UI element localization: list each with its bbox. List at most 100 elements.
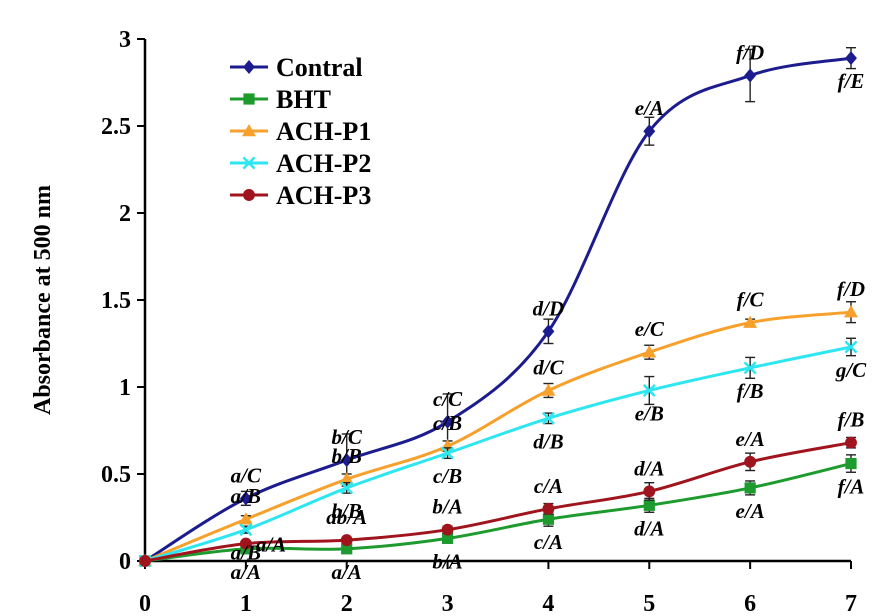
significance-letter: c/B [433, 411, 462, 435]
significance-letter: b/A [432, 495, 462, 519]
y-tick-label: 0.5 [101, 462, 131, 488]
x-marker-stroke [340, 481, 354, 495]
x-marker-stroke [541, 411, 555, 425]
significance-letter: a/B [231, 541, 261, 565]
series-ach-p1-point [642, 345, 657, 358]
x-marker-stroke [242, 156, 256, 170]
legend-label: ACH-P1 [276, 117, 371, 146]
significance-letter: f/B [838, 408, 865, 432]
y-tick-label: 1.5 [101, 288, 131, 314]
significance-letter: a/C [231, 463, 262, 487]
series-ach-p3-point [542, 502, 555, 515]
legend: Contral BHT ACH-P1 ACH-P2 ACH-P3 [230, 53, 371, 210]
series-contral-point [542, 324, 555, 339]
series-ach-p2 [138, 337, 858, 568]
x-marker-stroke [844, 340, 858, 354]
x-tick-label: 6 [744, 591, 756, 616]
series-ach-p1-point [541, 383, 556, 396]
x-marker-stroke [642, 383, 656, 397]
legend-label: Contral [276, 53, 363, 82]
significance-letter: d/D [533, 296, 565, 320]
series-ach-p1-point [844, 305, 858, 318]
significance-letter: b/C [332, 425, 363, 449]
significance-letter: c/C [433, 387, 463, 411]
significance-letter: f/E [838, 69, 865, 93]
significance-letter: c/A [534, 474, 563, 498]
series-ach-p1-line [144, 310, 852, 563]
series-ach-p2-point [239, 523, 253, 537]
significance-letter: e/A [736, 499, 765, 523]
legend-marker [243, 93, 255, 105]
x-tick-label: 3 [442, 591, 454, 616]
series-ach-p2-point [642, 383, 656, 397]
significance-letter: a/A [231, 560, 261, 584]
series-bht-point [542, 513, 555, 525]
series-ach-p3-point [744, 455, 757, 468]
series-contral-point [441, 414, 454, 429]
x-tick-label: 1 [240, 591, 252, 616]
y-tick-label: 3 [119, 27, 131, 53]
series-ach-p3-point [139, 555, 151, 567]
significance-letter: c/B [433, 464, 462, 488]
significance-letter: f/B [737, 379, 764, 403]
x-marker-stroke [743, 361, 757, 375]
legend-item-ach-p2: ACH-P2 [230, 149, 371, 178]
significance-letter: c/A [534, 530, 563, 554]
significance-letter: f/A [838, 475, 865, 499]
legend-marker [243, 189, 255, 201]
series-contral-point [239, 491, 252, 506]
significance-letter: e/C [635, 317, 665, 341]
annotation-layer: a/Ca/Ba/Ba/Aa/Ab/Cb/Bb/Bab/Aa/Ac/Cc/Bc/B… [231, 41, 867, 584]
significance-letter: f/C [737, 288, 765, 312]
significance-letter: d/A [634, 516, 664, 540]
series-bht-point [341, 543, 353, 555]
significance-letter: d/A [634, 456, 664, 480]
series-bht-point [643, 499, 655, 511]
series-ach-p2-point [541, 411, 555, 425]
series-contral-point [340, 453, 353, 468]
y-axis-title: Absorbance at 500 nm [30, 185, 56, 415]
series-contral [139, 47, 857, 568]
series-ach-p3 [139, 436, 857, 567]
series-ach-p3-point [643, 485, 656, 498]
series-ach-p1-point [339, 472, 354, 485]
x-tick-label: 7 [845, 591, 857, 616]
x-marker-stroke [441, 446, 455, 460]
series-ach-p3-line [144, 441, 852, 563]
axes: 0 0.5 1 1.5 2 2.5 3 0 1 2 3 4 5 6 7 [101, 27, 857, 616]
y-tick-label: 1 [119, 375, 131, 401]
legend-item-ach-p3: ACH-P3 [230, 181, 371, 210]
significance-letter: b/B [332, 444, 362, 468]
series-ach-p2-point [340, 481, 354, 495]
series-ach-p3-point [845, 436, 857, 449]
x-tick-label: 0 [139, 591, 151, 616]
series-ach-p3-point [441, 523, 454, 536]
legend-item-contral: Contral [230, 53, 363, 82]
legend-marker [243, 60, 255, 74]
significance-letter: d/C [533, 355, 564, 379]
series-contral-point [744, 68, 757, 83]
legend-marker [242, 124, 256, 137]
legend-item-ach-p1: ACH-P1 [230, 117, 371, 146]
series-contral-line [144, 56, 852, 563]
y-tick-label: 2.5 [101, 114, 131, 140]
x-tick-label: 4 [542, 591, 554, 616]
series-ach-p2-point [441, 446, 455, 460]
x-marker-stroke [239, 523, 253, 537]
y-tick-label: 0 [119, 549, 131, 575]
series-ach-p1-point [238, 512, 253, 525]
significance-letter: a/A [256, 533, 286, 557]
significance-letter: b/B [332, 499, 362, 523]
x-tick-label: 2 [341, 591, 353, 616]
significance-letter: e/A [635, 96, 664, 120]
significance-letter: a/A [332, 560, 362, 584]
legend-marker [242, 156, 256, 170]
series-ach-p2-line [144, 345, 852, 563]
significance-letter: g/C [835, 358, 867, 382]
series-ach-p1-point [743, 315, 758, 328]
legend-label: ACH-P2 [276, 149, 371, 178]
series-bht-point [441, 532, 454, 544]
series-ach-p2-point [844, 340, 858, 354]
legend-label: ACH-P3 [276, 181, 371, 210]
series-layer [138, 47, 858, 568]
